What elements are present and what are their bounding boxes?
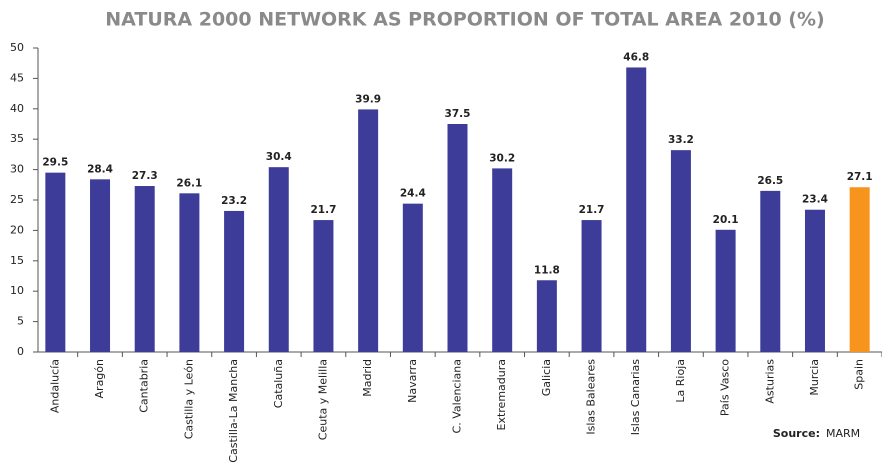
bar <box>626 67 647 353</box>
value-label: 33.2 <box>668 134 694 146</box>
value-label: 30.2 <box>489 152 515 164</box>
y-tick-label: 30 <box>10 163 24 176</box>
x-tick-label: Cataluña <box>272 359 285 408</box>
x-tick-label: Islas Baleares <box>585 359 598 435</box>
value-label: 30.4 <box>266 151 292 163</box>
y-tick-label: 10 <box>10 284 24 297</box>
x-tick-label: La Rioja <box>674 359 687 403</box>
bar <box>849 187 870 352</box>
x-tick-label: Castilla-La Mancha <box>227 359 240 463</box>
source: MARM <box>826 427 860 440</box>
x-tick-label: Madrid <box>361 359 374 397</box>
bar <box>358 109 379 353</box>
bar <box>581 220 602 352</box>
value-label: 27.1 <box>847 171 873 183</box>
value-label: 23.2 <box>221 195 247 207</box>
value-label: 26.1 <box>176 177 202 189</box>
x-tick-label: Murcia <box>808 359 821 396</box>
value-label: 28.4 <box>87 163 113 175</box>
bar <box>179 193 200 352</box>
value-label: 23.4 <box>802 194 828 206</box>
x-tick-label: Andalucía <box>48 359 61 413</box>
y-tick-label: 40 <box>10 102 24 115</box>
bar <box>90 179 111 352</box>
value-label: 27.3 <box>132 170 158 182</box>
chart-title: NATURA 2000 NETWORK AS PROPORTION OF TOT… <box>105 9 824 31</box>
bar <box>268 167 289 352</box>
value-label: 24.4 <box>400 188 426 200</box>
x-tick-label: Castilla y León <box>182 359 195 439</box>
bar <box>715 229 736 352</box>
value-label: 37.5 <box>445 108 471 120</box>
x-tick-label: Islas Canarias <box>629 359 642 435</box>
x-tick-label: Navarra <box>406 359 419 403</box>
x-tick-label: País Vasco <box>719 359 732 416</box>
value-label: 46.8 <box>623 51 649 63</box>
y-tick-label: 0 <box>17 345 24 358</box>
x-tick-label: Asturias <box>763 359 776 404</box>
value-label: 26.5 <box>757 175 783 187</box>
value-label: 39.9 <box>355 93 381 105</box>
bar <box>536 280 557 352</box>
value-label: 21.7 <box>579 204 605 216</box>
bar <box>134 186 155 352</box>
value-label: 20.1 <box>713 214 739 226</box>
x-tick-label: C. Valenciana <box>451 359 464 433</box>
bar <box>402 203 423 352</box>
y-tick-label: 45 <box>10 71 24 84</box>
x-tick-label: Spain <box>853 359 866 390</box>
source-label: Source: <box>773 427 820 440</box>
x-tick-label: Aragón <box>93 359 106 399</box>
x-tick-label: Cantabria <box>138 359 151 413</box>
bar <box>804 209 825 352</box>
value-label: 11.8 <box>534 264 560 276</box>
bar <box>224 210 245 352</box>
x-tick-label: Extremadura <box>495 359 508 431</box>
x-tick-label: Galicia <box>540 359 553 396</box>
bar <box>760 190 781 352</box>
bar <box>447 124 468 352</box>
x-tick-label: Ceuta y Melilla <box>316 359 329 440</box>
y-tick-label: 35 <box>10 132 24 145</box>
bar <box>492 168 513 352</box>
bar <box>313 220 334 352</box>
bar <box>670 150 691 352</box>
y-tick-label: 25 <box>10 193 24 206</box>
y-tick-label: 15 <box>10 254 24 267</box>
value-label: 21.7 <box>310 204 336 216</box>
y-tick-label: 5 <box>17 315 24 328</box>
y-tick-label: 50 <box>10 41 24 54</box>
value-label: 29.5 <box>42 157 68 169</box>
bar <box>45 172 66 352</box>
y-tick-label: 20 <box>10 223 24 236</box>
